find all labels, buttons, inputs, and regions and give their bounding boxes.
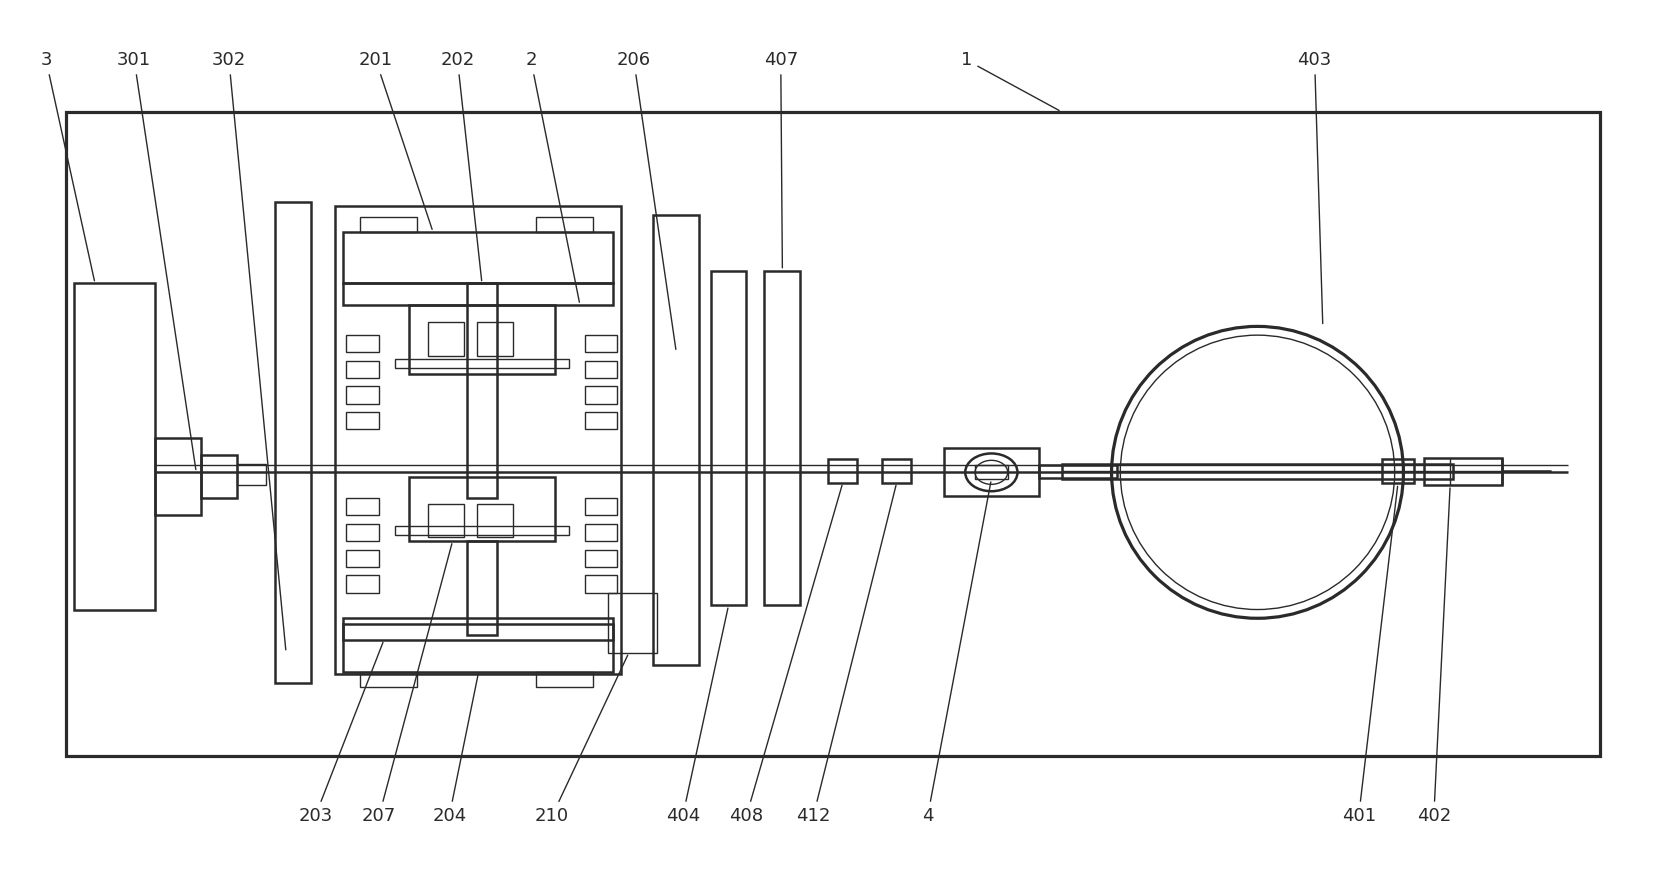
Bar	[585, 386, 618, 404]
Bar	[1381, 459, 1414, 484]
Bar	[1061, 463, 1453, 479]
Bar	[343, 625, 613, 672]
Bar	[202, 456, 237, 498]
Bar	[395, 359, 568, 368]
Text: 210: 210	[535, 655, 628, 824]
Text: 203: 203	[298, 642, 383, 824]
Text: 3: 3	[40, 52, 95, 281]
Bar	[347, 549, 380, 567]
Text: 201: 201	[358, 52, 431, 230]
Text: 404: 404	[666, 608, 728, 824]
Bar	[343, 232, 613, 284]
Text: 301: 301	[117, 52, 197, 470]
Text: 408: 408	[730, 485, 841, 824]
Bar	[765, 271, 800, 605]
Bar	[945, 449, 1038, 497]
Text: 1: 1	[961, 52, 1060, 110]
Bar	[536, 672, 593, 687]
Text: 302: 302	[212, 52, 287, 650]
Bar	[881, 459, 911, 483]
Bar	[347, 361, 380, 378]
Text: 2: 2	[525, 52, 580, 302]
Bar	[275, 201, 310, 682]
Bar	[347, 576, 380, 592]
Bar	[360, 672, 416, 687]
Bar	[347, 413, 380, 429]
Text: 4: 4	[921, 482, 991, 824]
Text: 204: 204	[431, 675, 478, 824]
Bar	[585, 361, 618, 378]
Bar	[536, 216, 593, 232]
Bar	[476, 322, 513, 357]
Bar	[408, 477, 555, 541]
Text: 401: 401	[1341, 486, 1398, 824]
Bar	[65, 112, 1601, 756]
Text: 206: 206	[616, 52, 676, 350]
Bar	[585, 335, 618, 352]
Bar	[347, 335, 380, 352]
Text: 202: 202	[440, 52, 481, 280]
Bar	[476, 504, 513, 537]
Bar	[335, 206, 621, 675]
Text: 412: 412	[796, 485, 896, 824]
Bar	[360, 216, 416, 232]
Bar	[585, 549, 618, 567]
Bar	[585, 576, 618, 592]
Bar	[585, 498, 618, 515]
Bar	[1424, 458, 1503, 485]
Bar	[237, 463, 267, 485]
Text: 207: 207	[362, 544, 451, 824]
Bar	[466, 284, 496, 498]
Bar	[585, 524, 618, 541]
Bar	[73, 284, 155, 610]
Bar	[975, 465, 1008, 479]
Bar	[343, 618, 613, 639]
Bar	[585, 413, 618, 429]
Bar	[428, 504, 465, 537]
Bar	[343, 284, 613, 305]
Bar	[347, 498, 380, 515]
Bar	[408, 305, 555, 374]
Bar	[710, 271, 746, 605]
Text: 402: 402	[1416, 488, 1451, 824]
Bar	[347, 524, 380, 541]
Bar	[608, 592, 656, 653]
Bar	[466, 541, 496, 635]
Text: 407: 407	[763, 52, 798, 268]
Bar	[828, 459, 858, 483]
Bar	[155, 438, 202, 515]
Bar	[1038, 464, 1118, 478]
Bar	[395, 526, 568, 535]
Bar	[653, 215, 700, 666]
Bar	[347, 386, 380, 404]
Bar	[428, 322, 465, 357]
Text: 403: 403	[1298, 52, 1331, 323]
